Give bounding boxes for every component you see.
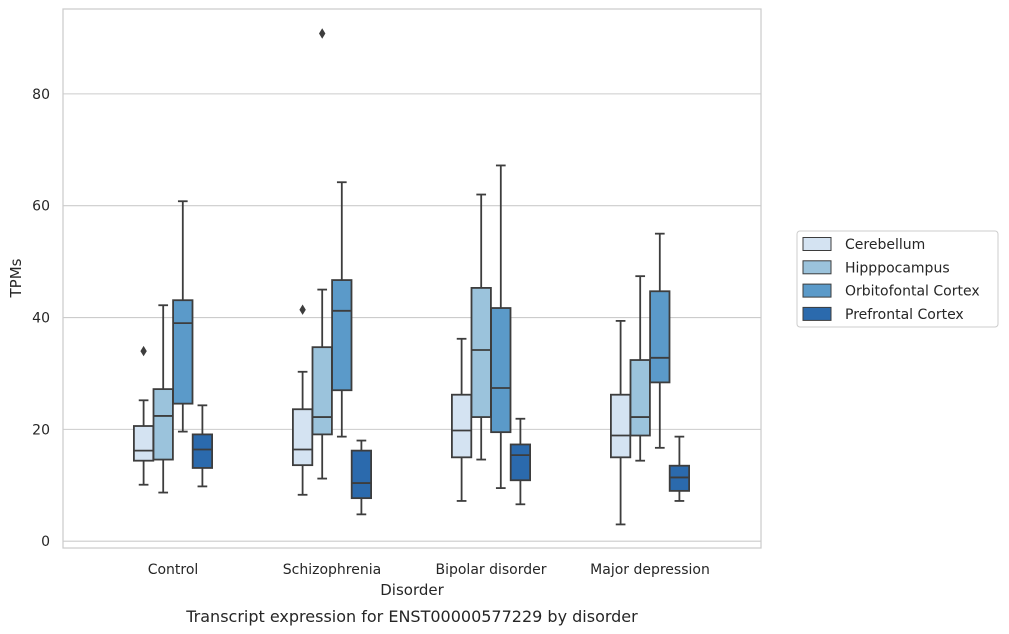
x-tick-label: Major depression: [590, 562, 710, 578]
box-iqr: [191, 433, 213, 469]
box-prefrontal-cortex: [191, 404, 213, 488]
box-prefrontal-cortex: [350, 439, 373, 516]
box-iqr: [509, 443, 532, 482]
legend-swatch: [802, 260, 832, 275]
box-hipppocampus: [629, 275, 651, 462]
box-hipppocampus: [311, 28, 333, 480]
box-iqr: [490, 307, 512, 434]
box-iqr: [311, 346, 333, 436]
y-tick-label: 40: [32, 311, 50, 327]
legend-swatch: [802, 237, 832, 251]
box-iqr: [172, 299, 194, 405]
box-iqr: [610, 393, 632, 459]
box-iqr: [291, 408, 314, 467]
x-tick-label: Control: [148, 562, 199, 578]
y-tick-label: 60: [32, 199, 50, 215]
y-axis-ticks: 0 20 40 60 80: [32, 87, 50, 550]
box-iqr: [649, 290, 671, 384]
box-cerebellum: [610, 319, 632, 526]
legend-frame: [796, 230, 999, 328]
x-axis-title: Disorder: [380, 581, 444, 599]
legend-label: Cerebellum: [845, 237, 925, 253]
box-hipppocampus: [152, 304, 174, 494]
box-prefrontal-cortex: [668, 435, 691, 502]
y-tick-label: 80: [32, 87, 50, 103]
box-series: [132, 28, 691, 526]
x-axis-ticks: Control Schizophrenia Bipolar disorder Majo…: [148, 562, 710, 578]
legend: Cerebellum Hipppocampus Orbitofontal Corte…: [796, 230, 999, 328]
outlier-point: [319, 28, 326, 39]
x-tick-label: Bipolar disorder: [435, 562, 546, 578]
box-iqr: [450, 393, 473, 459]
plot-frame: [62, 8, 762, 549]
box-iqr: [350, 449, 373, 500]
box-iqr: [470, 287, 492, 418]
legend-label: Prefrontal Cortex: [845, 307, 964, 323]
box-cerebellum: [291, 304, 314, 496]
box-iqr: [629, 359, 651, 437]
legend-swatch: [802, 283, 832, 298]
outlier-point: [140, 345, 147, 357]
outlier-point: [299, 304, 306, 315]
chart-caption: Transcript expression for ENST0000057722…: [185, 607, 638, 626]
box-orbitofontal-cortex: [649, 232, 671, 449]
box-iqr: [152, 388, 174, 461]
y-axis-title: TPMs: [7, 258, 25, 298]
box-iqr: [331, 279, 353, 392]
box-orbitofontal-cortex: [172, 200, 194, 433]
legend-label: Orbitofontal Cortex: [845, 284, 980, 300]
box-cerebellum: [450, 337, 473, 502]
y-tick-label: 0: [41, 534, 50, 550]
box-prefrontal-cortex: [509, 417, 532, 506]
box-iqr: [132, 425, 155, 462]
y-tick-label: 20: [32, 422, 50, 438]
plot-area: [63, 9, 761, 548]
box-orbitofontal-cortex: [490, 164, 512, 489]
legend-label: Hipppocampus: [845, 260, 950, 276]
x-tick-label: Schizophrenia: [283, 562, 381, 578]
legend-swatch: [802, 306, 832, 321]
box-orbitofontal-cortex: [331, 181, 353, 438]
